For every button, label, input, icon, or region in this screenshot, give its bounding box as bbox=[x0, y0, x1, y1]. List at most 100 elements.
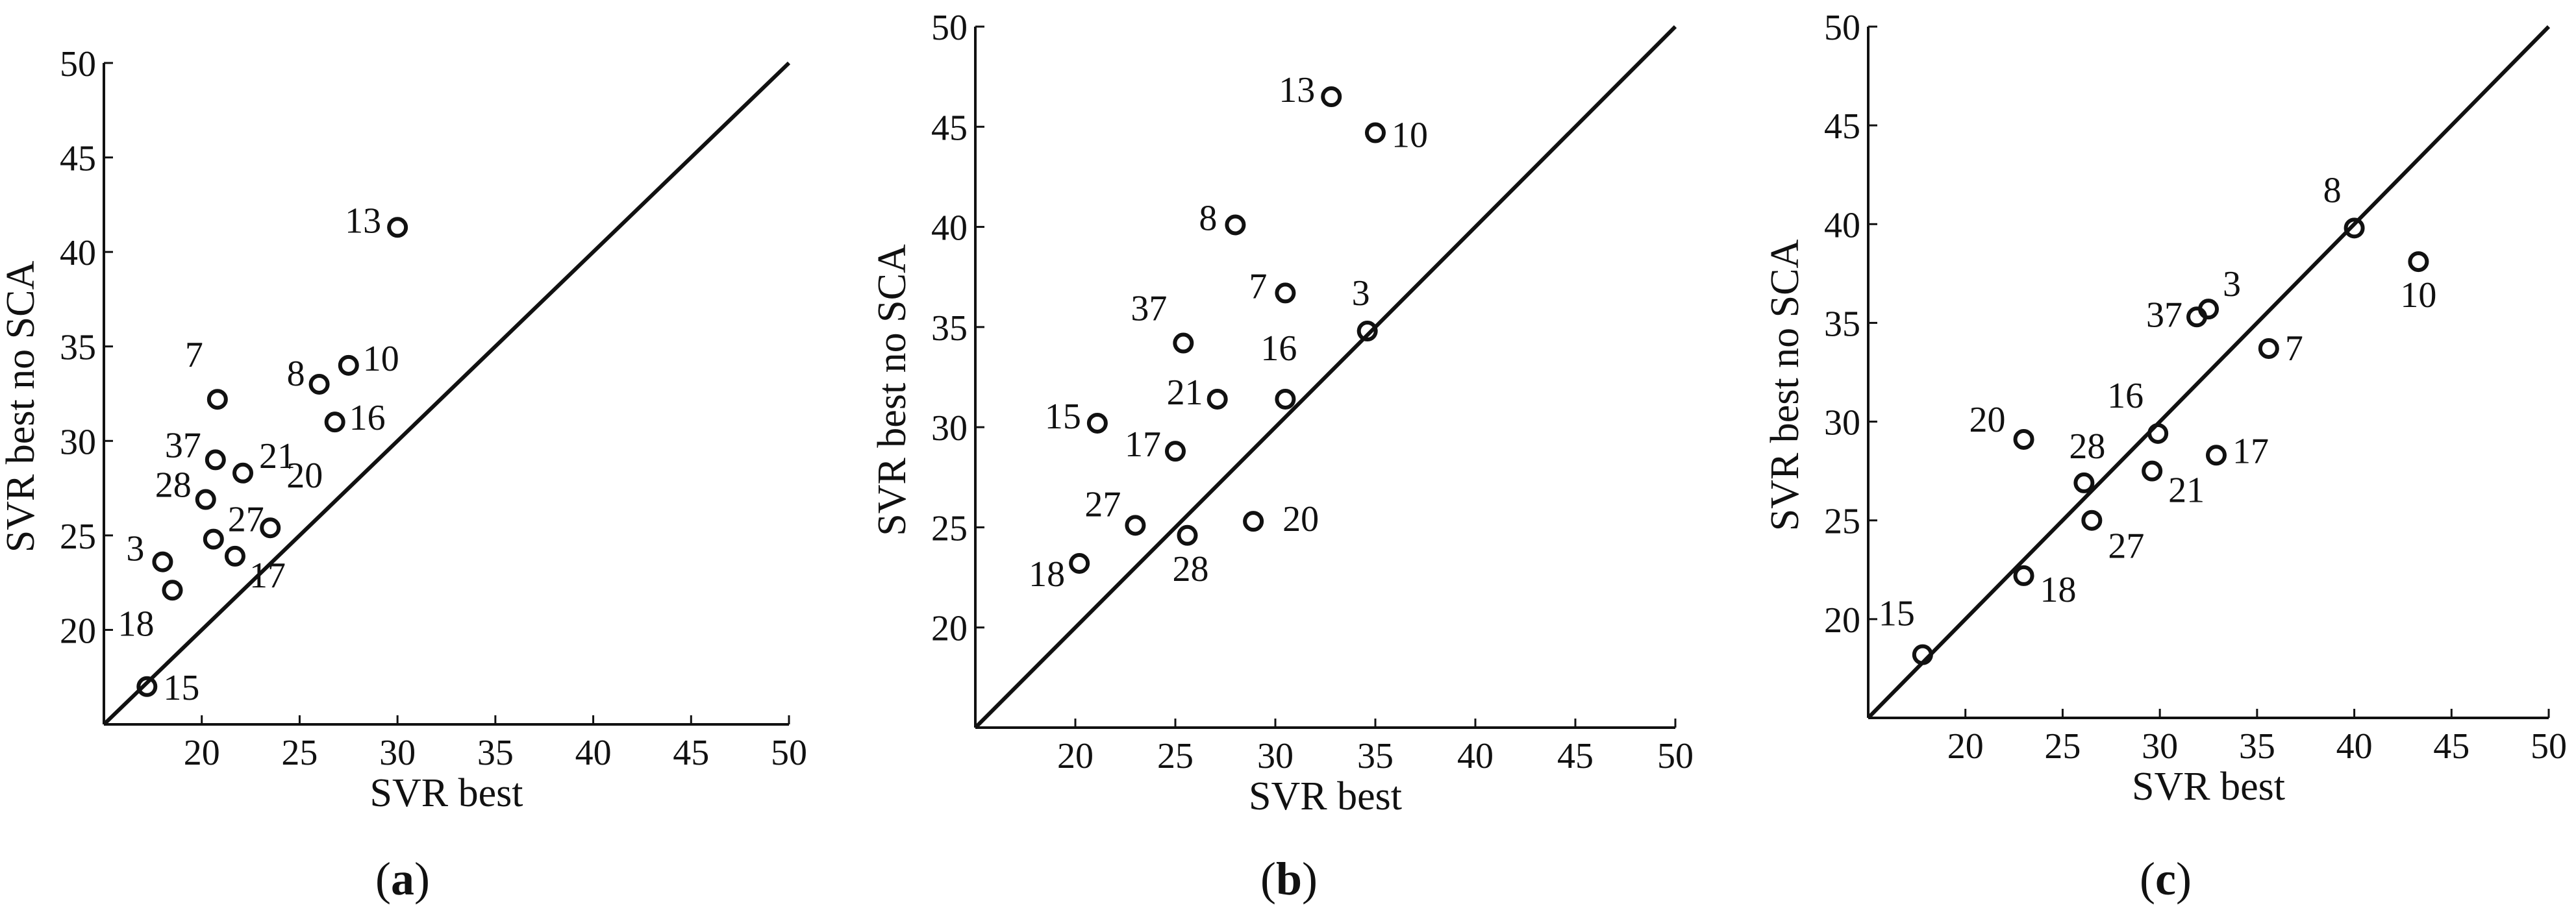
y-tick-label: 25 bbox=[60, 517, 96, 557]
point-label: 37 bbox=[1131, 289, 1167, 329]
point-label: 27 bbox=[2108, 526, 2144, 567]
y-tick-label: 45 bbox=[60, 139, 96, 179]
x-tick-label: 50 bbox=[2531, 726, 2567, 767]
x-tick-label: 50 bbox=[771, 733, 807, 773]
x-tick-label: 40 bbox=[2336, 726, 2373, 767]
x-tick-label: 30 bbox=[1257, 736, 1294, 776]
point-label: 18 bbox=[1029, 554, 1065, 595]
point-label: 28 bbox=[2069, 426, 2105, 467]
y-tick-label: 45 bbox=[1824, 106, 1860, 147]
scatter-point bbox=[1207, 388, 1228, 410]
x-tick-label: 20 bbox=[184, 733, 220, 773]
point-label: 18 bbox=[2040, 570, 2077, 610]
x-tick-label: 45 bbox=[1557, 736, 1594, 776]
x-tick-label: 50 bbox=[1657, 736, 1694, 776]
scatter-point bbox=[136, 676, 158, 697]
x-axis-label: SVR best bbox=[1249, 774, 1402, 818]
point-label: 28 bbox=[155, 465, 192, 506]
y-axis-label: SVR best no SCA bbox=[0, 260, 43, 552]
point-label: 27 bbox=[1084, 484, 1121, 524]
scatter-point bbox=[2147, 423, 2169, 444]
scatter-point bbox=[2258, 338, 2279, 359]
scatter-point bbox=[2073, 472, 2095, 493]
scatter-point bbox=[205, 449, 226, 471]
scatter-point bbox=[224, 545, 245, 567]
y-axis-label: SVR best no SCA bbox=[1763, 239, 1807, 531]
y-tick-label: 20 bbox=[931, 609, 968, 649]
identity-line bbox=[973, 25, 1677, 730]
scatter-point bbox=[1243, 511, 1264, 532]
y-tick-label: 25 bbox=[931, 508, 968, 548]
x-tick-label: 25 bbox=[281, 733, 318, 773]
point-label: 3 bbox=[2223, 264, 2241, 304]
x-tick-label: 30 bbox=[2142, 726, 2178, 767]
scatter-point bbox=[206, 389, 228, 410]
y-tick-label: 45 bbox=[931, 108, 968, 148]
point-label: 10 bbox=[1392, 116, 1428, 156]
y-tick-label: 25 bbox=[1824, 502, 1860, 542]
point-label: 10 bbox=[363, 339, 399, 379]
scatter-point bbox=[1069, 552, 1090, 574]
point-label: 16 bbox=[349, 398, 386, 438]
x-tick-label: 35 bbox=[477, 733, 514, 773]
identity-line bbox=[102, 61, 791, 726]
y-tick-label: 50 bbox=[931, 8, 968, 48]
x-tick-label: 35 bbox=[2239, 726, 2275, 767]
scatter-point bbox=[1125, 515, 1146, 536]
point-label: 7 bbox=[1249, 266, 1267, 306]
y-tick-label: 50 bbox=[1824, 8, 1860, 48]
scatter-point bbox=[1365, 122, 1386, 143]
scatter-point bbox=[308, 373, 330, 395]
y-tick-label: 30 bbox=[931, 408, 968, 449]
scatter-point bbox=[2205, 445, 2227, 466]
chart-panel-b: 20 25 30 35 40 45 50 20 25 30 35 40 45 50 SVR best SVR … bbox=[870, 8, 1694, 905]
point-label: 18 bbox=[118, 604, 155, 644]
point-label: 20 bbox=[1970, 400, 2006, 440]
scatter-point bbox=[1165, 441, 1186, 462]
scatter-point bbox=[1275, 282, 1296, 304]
scatter-point bbox=[2344, 217, 2365, 239]
x-axis-label: SVR best bbox=[370, 771, 523, 815]
scatter-point bbox=[1275, 388, 1296, 410]
point-label: 17 bbox=[249, 556, 286, 596]
scatter-point bbox=[2081, 510, 2103, 531]
x-tick-label: 45 bbox=[2433, 726, 2470, 767]
y-tick-label: 50 bbox=[60, 44, 96, 84]
point-label: 8 bbox=[287, 354, 305, 394]
chart-panel-a: 20 25 30 35 40 45 50 20 25 30 35 40 45 50 SVR best SVR … bbox=[0, 44, 807, 905]
scatter-point bbox=[1225, 214, 1246, 236]
point-label: 28 bbox=[1172, 549, 1208, 589]
x-tick-label: 35 bbox=[1357, 736, 1394, 776]
scatter-point bbox=[1321, 86, 1342, 107]
x-tick-label: 20 bbox=[1057, 736, 1094, 776]
point-label: 10 bbox=[2400, 275, 2436, 315]
point-label: 16 bbox=[2107, 376, 2144, 416]
point-label: 37 bbox=[165, 425, 201, 465]
y-tick-label: 20 bbox=[1824, 600, 1860, 641]
scatter-point bbox=[2013, 428, 2034, 450]
x-tick-label: 25 bbox=[1157, 736, 1194, 776]
x-tick-label: 20 bbox=[1947, 726, 1984, 767]
point-label: 3 bbox=[1352, 273, 1370, 314]
point-label: 7 bbox=[185, 335, 203, 375]
scatter-point bbox=[2186, 306, 2208, 328]
point-label: 20 bbox=[286, 456, 323, 496]
scatter-point bbox=[162, 580, 183, 601]
panel-label: (c) bbox=[2140, 853, 2192, 905]
scatter-point bbox=[1173, 332, 1194, 354]
scatter-point bbox=[232, 462, 254, 484]
point-label: 20 bbox=[1282, 499, 1319, 539]
scatter-point bbox=[260, 517, 281, 539]
point-label: 17 bbox=[1125, 425, 1161, 465]
y-tick-label: 40 bbox=[60, 233, 96, 273]
x-tick-label: 45 bbox=[673, 733, 709, 773]
y-tick-label: 35 bbox=[60, 328, 96, 368]
point-label: 8 bbox=[2323, 170, 2342, 210]
point-label: 15 bbox=[1045, 397, 1081, 437]
x-tick-label: 30 bbox=[379, 733, 416, 773]
y-tick-label: 40 bbox=[931, 208, 968, 249]
y-axis-label: SVR best no SCA bbox=[870, 244, 914, 536]
y-tick-label: 20 bbox=[60, 611, 96, 651]
x-tick-label: 25 bbox=[2044, 726, 2081, 767]
